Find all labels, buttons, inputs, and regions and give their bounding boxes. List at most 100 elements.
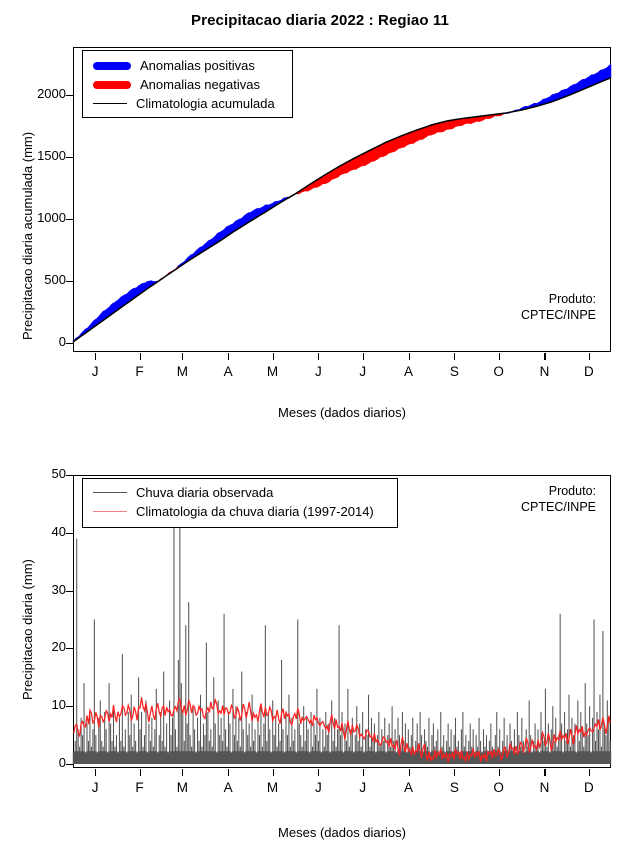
x-tick-mark bbox=[544, 353, 546, 360]
climatology-accumulated-line bbox=[72, 76, 612, 343]
legend-swatch-line bbox=[93, 511, 127, 512]
legend-bottom: Chuva diaria observada Climatologia da ch… bbox=[82, 478, 398, 528]
legend-swatch-line bbox=[93, 103, 127, 104]
x-tick-mark bbox=[139, 353, 141, 360]
x-tick-mark bbox=[95, 769, 97, 776]
x-tick-mark bbox=[588, 353, 590, 360]
y-tick-label: 50 bbox=[51, 466, 66, 481]
y-tick-mark bbox=[66, 706, 73, 708]
y-tick-label: 2000 bbox=[37, 86, 66, 101]
legend-swatch-band bbox=[93, 61, 131, 70]
plot-frame-bottom bbox=[73, 475, 611, 768]
x-tick-mark bbox=[408, 769, 410, 776]
x-tick-label: O bbox=[493, 780, 504, 795]
y-tick-label: 1000 bbox=[37, 210, 66, 225]
x-tick-label: J bbox=[359, 780, 367, 795]
x-tick-mark bbox=[272, 769, 274, 776]
y-tick-mark bbox=[66, 648, 73, 650]
legend-item: Climatologia acumulada bbox=[83, 94, 292, 113]
x-tick-label: S bbox=[449, 780, 459, 795]
x-tick-mark bbox=[454, 353, 456, 360]
x-tick-mark bbox=[228, 769, 230, 776]
y-tick-label: 1500 bbox=[37, 148, 66, 163]
produto-annotation-bottom: Produto: CPTEC/INPE bbox=[520, 484, 596, 514]
x-tick-mark bbox=[95, 353, 97, 360]
x-tick-label: A bbox=[223, 364, 233, 379]
x-tick-label: M bbox=[176, 780, 188, 795]
climatology-daily-line bbox=[73, 696, 611, 764]
x-tick-mark bbox=[362, 353, 364, 360]
produto-annotation-top: Produto: CPTEC/INPE bbox=[520, 292, 596, 322]
x-tick-label: N bbox=[539, 780, 550, 795]
legend-label: Chuva diaria observada bbox=[136, 485, 274, 500]
y-tick-label: 20 bbox=[51, 639, 66, 655]
x-tick-mark bbox=[588, 769, 590, 776]
y-tick-mark bbox=[66, 590, 73, 592]
x-tick-mark bbox=[408, 353, 410, 360]
daily-rain-base-shading bbox=[72, 751, 612, 764]
x-tick-label: O bbox=[493, 364, 504, 379]
legend-item: Climatologia da chuva diaria (1997-2014) bbox=[83, 502, 397, 521]
x-tick-label: M bbox=[266, 780, 279, 795]
x-tick-mark bbox=[544, 769, 546, 776]
legend-swatch-band bbox=[93, 80, 131, 89]
legend-label: Anomalias negativas bbox=[140, 77, 260, 92]
x-tick-mark bbox=[454, 769, 456, 776]
x-tick-label: F bbox=[135, 364, 144, 379]
x-tick-mark bbox=[498, 353, 500, 360]
x-tick-label: J bbox=[91, 364, 99, 379]
x-tick-label: M bbox=[266, 364, 279, 379]
legend-top: Anomalias positivas Anomalias negativas Cl… bbox=[82, 50, 293, 118]
x-tick-label: J bbox=[314, 780, 322, 795]
x-tick-label: J bbox=[314, 364, 322, 379]
x-tick-label: F bbox=[135, 780, 144, 795]
y-tick-label: 40 bbox=[51, 523, 66, 539]
y-tick-mark bbox=[66, 343, 73, 345]
x-tick-label: N bbox=[539, 364, 550, 379]
x-axis-label-bottom: Meses (dados diarios) bbox=[278, 825, 406, 840]
x-tick-label: A bbox=[403, 364, 413, 379]
legend-label: Anomalias positivas bbox=[140, 58, 255, 73]
figure-title: Precipitacao diaria 2022 : Regiao 11 bbox=[191, 12, 449, 29]
x-tick-mark bbox=[318, 353, 320, 360]
y-tick-label: 0 bbox=[58, 755, 66, 770]
y-tick-label: 0 bbox=[58, 334, 66, 349]
x-tick-mark bbox=[139, 769, 141, 776]
x-tick-label: D bbox=[583, 364, 594, 379]
x-tick-label: M bbox=[176, 364, 188, 379]
x-tick-mark bbox=[272, 353, 274, 360]
y-tick-label: 500 bbox=[44, 272, 66, 287]
accumulated-chart-canvas bbox=[72, 64, 612, 343]
anomaly-band-negative bbox=[290, 113, 504, 198]
y-tick-mark bbox=[66, 532, 73, 534]
x-tick-label: S bbox=[449, 364, 459, 379]
y-tick-label: 30 bbox=[51, 581, 66, 597]
y-axis-label-top: Precipitacao diaria acumulada (mm) bbox=[20, 131, 35, 340]
y-axis-label-bottom: Precipitacao diaria (mm) bbox=[20, 559, 35, 700]
x-tick-mark bbox=[182, 769, 184, 776]
x-tick-mark bbox=[362, 769, 364, 776]
x-tick-mark bbox=[228, 353, 230, 360]
y-tick-mark bbox=[66, 95, 73, 97]
x-tick-label: D bbox=[583, 780, 594, 795]
x-axis-label-top: Meses (dados diarios) bbox=[278, 405, 406, 420]
legend-swatch-line bbox=[93, 492, 127, 493]
daily-chart-canvas bbox=[72, 527, 612, 764]
daily-rain-bars bbox=[73, 527, 611, 764]
anomaly-band-positive bbox=[502, 64, 612, 115]
x-tick-label: J bbox=[359, 364, 367, 379]
y-tick-label: 10 bbox=[51, 697, 66, 713]
x-tick-mark bbox=[182, 353, 184, 360]
legend-item: Anomalias positivas bbox=[83, 56, 292, 75]
y-tick-mark bbox=[66, 157, 73, 159]
y-tick-mark bbox=[66, 475, 73, 477]
legend-label: Climatologia acumulada bbox=[136, 96, 275, 111]
legend-item: Chuva diaria observada bbox=[83, 483, 397, 502]
y-tick-mark bbox=[66, 281, 73, 283]
x-tick-mark bbox=[318, 769, 320, 776]
x-tick-mark bbox=[498, 769, 500, 776]
y-tick-mark bbox=[66, 219, 73, 221]
plot-frame-top bbox=[73, 47, 611, 352]
x-tick-label: A bbox=[223, 780, 233, 795]
